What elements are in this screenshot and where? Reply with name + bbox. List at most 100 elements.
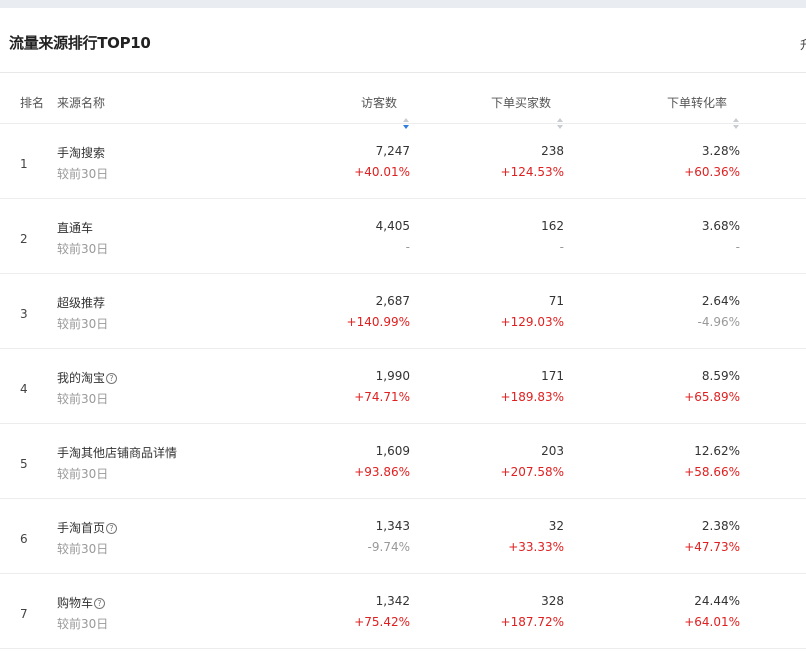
visitors-change: +140.99% — [346, 315, 410, 329]
header-right-link[interactable]: 升 — [799, 38, 806, 52]
source-name-text: 我的淘宝 — [57, 371, 106, 385]
rank-number: 7 — [20, 607, 28, 621]
rank-number: 3 — [20, 307, 28, 321]
row-divider — [0, 498, 806, 499]
rank-number: 5 — [20, 457, 28, 471]
table-row: 4 我的淘宝? 较前30日 1,990 +74.71% 171 +189.83% 8.59% +… — [0, 349, 806, 424]
conversion-change: +64.01% — [684, 615, 740, 629]
table-row: 7 购物车? 较前30日 1,342 +75.42% 328 +187.72% 24.44% +… — [0, 574, 806, 649]
buyers-value: 203 — [541, 444, 564, 458]
rank-number: 1 — [20, 157, 28, 171]
visitors-change: +40.01% — [354, 165, 410, 179]
sort-caret-icon[interactable] — [557, 118, 564, 129]
panel-header: 流量来源排行TOP10 升 — [0, 8, 806, 72]
table-row: 1 手淘搜索较前30日 7,247 +40.01% 238 +124.53% 3.28% +6… — [0, 124, 806, 199]
buyers-value: 238 — [541, 144, 564, 158]
compare-label: 较前30日 — [57, 467, 109, 481]
compare-label: 较前30日 — [57, 242, 109, 256]
column-header-buyers[interactable]: 下单买家数 — [490, 94, 564, 129]
source-name-text: 手淘其他店铺商品详情 — [57, 446, 178, 460]
sort-caret-icon[interactable] — [733, 118, 740, 129]
conversion-value: 2.38% — [701, 519, 740, 533]
question-circle-icon[interactable]: ? — [94, 598, 106, 609]
visitors-change: +75.42% — [354, 615, 410, 629]
conversion-value: 8.59% — [701, 369, 740, 383]
rank-number: 2 — [20, 232, 28, 246]
row-divider — [0, 198, 806, 199]
buyers-change: +187.72% — [500, 615, 564, 629]
conversion-change: +60.36% — [684, 165, 740, 179]
column-header-buyers-label: 下单买家数 — [490, 96, 551, 110]
source-name[interactable]: 手淘其他店铺商品详情 — [57, 444, 177, 461]
buyers-change: +189.83% — [500, 390, 564, 404]
compare-label: 较前30日 — [57, 392, 109, 406]
row-divider — [0, 423, 806, 424]
source-name-text: 手淘首页 — [57, 521, 106, 535]
visitors-change: +93.86% — [354, 465, 410, 479]
buyers-value: 328 — [541, 594, 564, 608]
row-divider — [0, 273, 806, 274]
conversion-change: +47.73% — [684, 540, 740, 554]
conversion-change: +58.66% — [684, 465, 740, 479]
compare-label: 较前30日 — [57, 167, 109, 181]
top-strip — [0, 0, 806, 8]
source-name[interactable]: 购物车? — [57, 594, 106, 611]
column-header-name: 来源名称 — [57, 96, 106, 110]
source-name[interactable]: 超级推荐 — [57, 294, 105, 311]
column-header-rank: 排名 — [20, 96, 45, 110]
source-name[interactable]: 我的淘宝? — [57, 369, 118, 386]
conversion-value: 24.44% — [694, 594, 740, 608]
visitors-change: - — [405, 240, 410, 254]
source-name[interactable]: 手淘搜索 — [57, 144, 105, 161]
source-name[interactable]: 手淘首页? — [57, 519, 118, 536]
conversion-change: +65.89% — [684, 390, 740, 404]
source-name-text: 购物车 — [57, 596, 94, 610]
sort-caret-icon[interactable] — [403, 118, 410, 129]
column-header-visitors[interactable]: 访客数 — [360, 94, 410, 129]
row-divider — [0, 348, 806, 349]
buyers-change: +33.33% — [508, 540, 564, 554]
buyers-change: +129.03% — [500, 315, 564, 329]
column-header-conversion[interactable]: 下单转化率 — [666, 94, 740, 129]
conversion-value: 12.62% — [694, 444, 740, 458]
row-divider — [0, 648, 806, 649]
rank-number: 4 — [20, 382, 28, 396]
buyers-change: +124.53% — [500, 165, 564, 179]
table-row: 5 手淘其他店铺商品详情 较前30日 1,609 +93.86% 203 +207.58% 1… — [0, 424, 806, 499]
visitors-value: 4,405 — [375, 219, 410, 233]
source-name[interactable]: 直通车 — [57, 219, 93, 236]
source-name-text: 手淘搜索 — [57, 146, 106, 160]
table-row: 2 直通车较前30日 4,405 - 162 - 3.68% - — [0, 199, 806, 274]
buyers-value: 71 — [548, 294, 564, 308]
table-header: 排名 来源名称 访客数 下单买家数 下单转化率 — [0, 73, 806, 129]
table-row: 6 手淘首页? 较前30日 1,343 -9.74% 32 +33.33% 2.38% +47.… — [0, 499, 806, 574]
visitors-value: 7,247 — [375, 144, 410, 158]
conversion-change: -4.96% — [697, 315, 740, 329]
column-header-visitors-label: 访客数 — [360, 96, 397, 110]
conversion-change: - — [735, 240, 740, 254]
visitors-value: 1,609 — [375, 444, 410, 458]
question-circle-icon[interactable]: ? — [106, 373, 118, 384]
compare-label: 较前30日 — [57, 617, 109, 631]
conversion-value: 3.28% — [701, 144, 740, 158]
buyers-change: - — [559, 240, 564, 254]
compare-label: 较前30日 — [57, 317, 109, 331]
buyers-value: 162 — [541, 219, 564, 233]
table-row: 3 超级推荐 较前30日 2,687 +140.99% 71 +129.03% 2.64% -4… — [0, 274, 806, 349]
visitors-value: 2,687 — [375, 294, 410, 308]
visitors-value: 1,990 — [375, 369, 410, 383]
rank-number: 6 — [20, 532, 28, 546]
visitors-change: -9.74% — [367, 540, 410, 554]
visitors-change: +74.71% — [354, 390, 410, 404]
row-divider — [0, 573, 806, 574]
visitors-value: 1,342 — [375, 594, 410, 608]
panel-title: 流量来源排行TOP10 — [9, 34, 151, 52]
divider — [0, 123, 806, 124]
question-circle-icon[interactable]: ? — [106, 523, 118, 534]
conversion-value: 3.68% — [701, 219, 740, 233]
column-header-conversion-label: 下单转化率 — [666, 96, 727, 110]
buyers-value: 32 — [548, 519, 564, 533]
compare-label: 较前30日 — [57, 542, 109, 556]
source-name-text: 超级推荐 — [57, 296, 106, 310]
divider — [0, 72, 806, 73]
